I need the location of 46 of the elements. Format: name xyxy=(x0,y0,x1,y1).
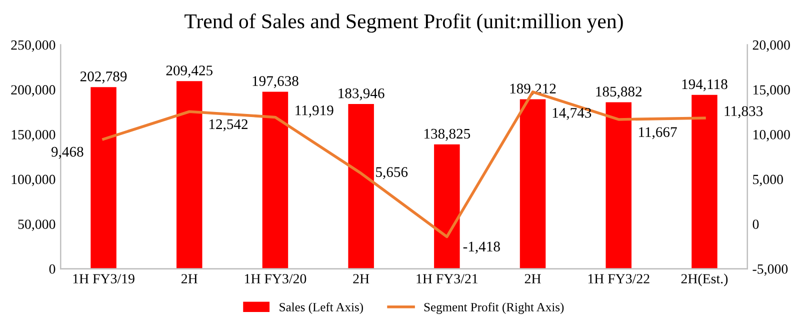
y-tick-label: 200,000 xyxy=(11,85,56,97)
y2-tick-label: 10,000 xyxy=(753,130,790,142)
x-tick-label: 1H FY3/22 xyxy=(588,274,650,284)
data-label: 183,946 xyxy=(338,88,384,100)
data-label: 185,882 xyxy=(596,86,642,99)
data-label: 202,789 xyxy=(80,72,127,84)
bar xyxy=(520,99,546,269)
x-tick-label: 1H FY3/20 xyxy=(245,274,306,284)
x-tick-label: 1H FY3/19 xyxy=(73,274,134,284)
bar xyxy=(176,81,202,269)
x-tick-label: 2H(Est.) xyxy=(681,274,728,286)
data-label: 209,425 xyxy=(166,66,213,78)
data-label: 14,743 xyxy=(552,108,592,120)
data-label: 11,919 xyxy=(296,106,334,118)
y2-tick-label: 0 xyxy=(752,220,759,229)
data-label: 11,667 xyxy=(639,127,677,140)
y2-tick-label: -5,000 xyxy=(752,264,788,276)
y2-tick-label: 15,000 xyxy=(753,85,790,97)
y-tick-label: 150,000 xyxy=(12,130,56,142)
data-label: 138,825 xyxy=(424,128,470,141)
y-tick-label: 100,000 xyxy=(12,174,56,186)
data-label: 197,638 xyxy=(252,76,298,88)
bar xyxy=(434,144,460,269)
bar xyxy=(692,94,718,269)
y-tick-label: 0 xyxy=(49,264,56,274)
legend-label: Sales (Left Axis) xyxy=(280,302,363,314)
legend-label: Segment Profit (Right Axis) xyxy=(424,302,564,314)
x-tick-label: 2H xyxy=(524,274,541,284)
chart-title: Trend of Sales and Segment Profit (unit:million yen) xyxy=(184,13,623,33)
y-tick-label: 250,000 xyxy=(11,40,56,52)
data-label: -1,418 xyxy=(463,242,500,254)
data-label: 12,542 xyxy=(209,119,248,132)
data-label: 9,468 xyxy=(51,146,84,159)
x-tick-label: 1H FY3/21 xyxy=(416,274,478,284)
bar xyxy=(348,104,374,269)
data-label: 11,833 xyxy=(724,106,763,118)
x-tick-label: 2H xyxy=(181,274,198,284)
y2-tick-label: 5,000 xyxy=(753,174,783,186)
data-label: 194,118 xyxy=(682,79,728,92)
y2-tick-label: 20,000 xyxy=(752,40,790,52)
data-label: 5,656 xyxy=(376,167,408,180)
bar xyxy=(606,102,632,269)
bar xyxy=(262,92,288,269)
x-tick-label: 2H xyxy=(353,274,370,284)
bar xyxy=(90,87,116,269)
y-tick-label: 50,000 xyxy=(18,220,56,231)
